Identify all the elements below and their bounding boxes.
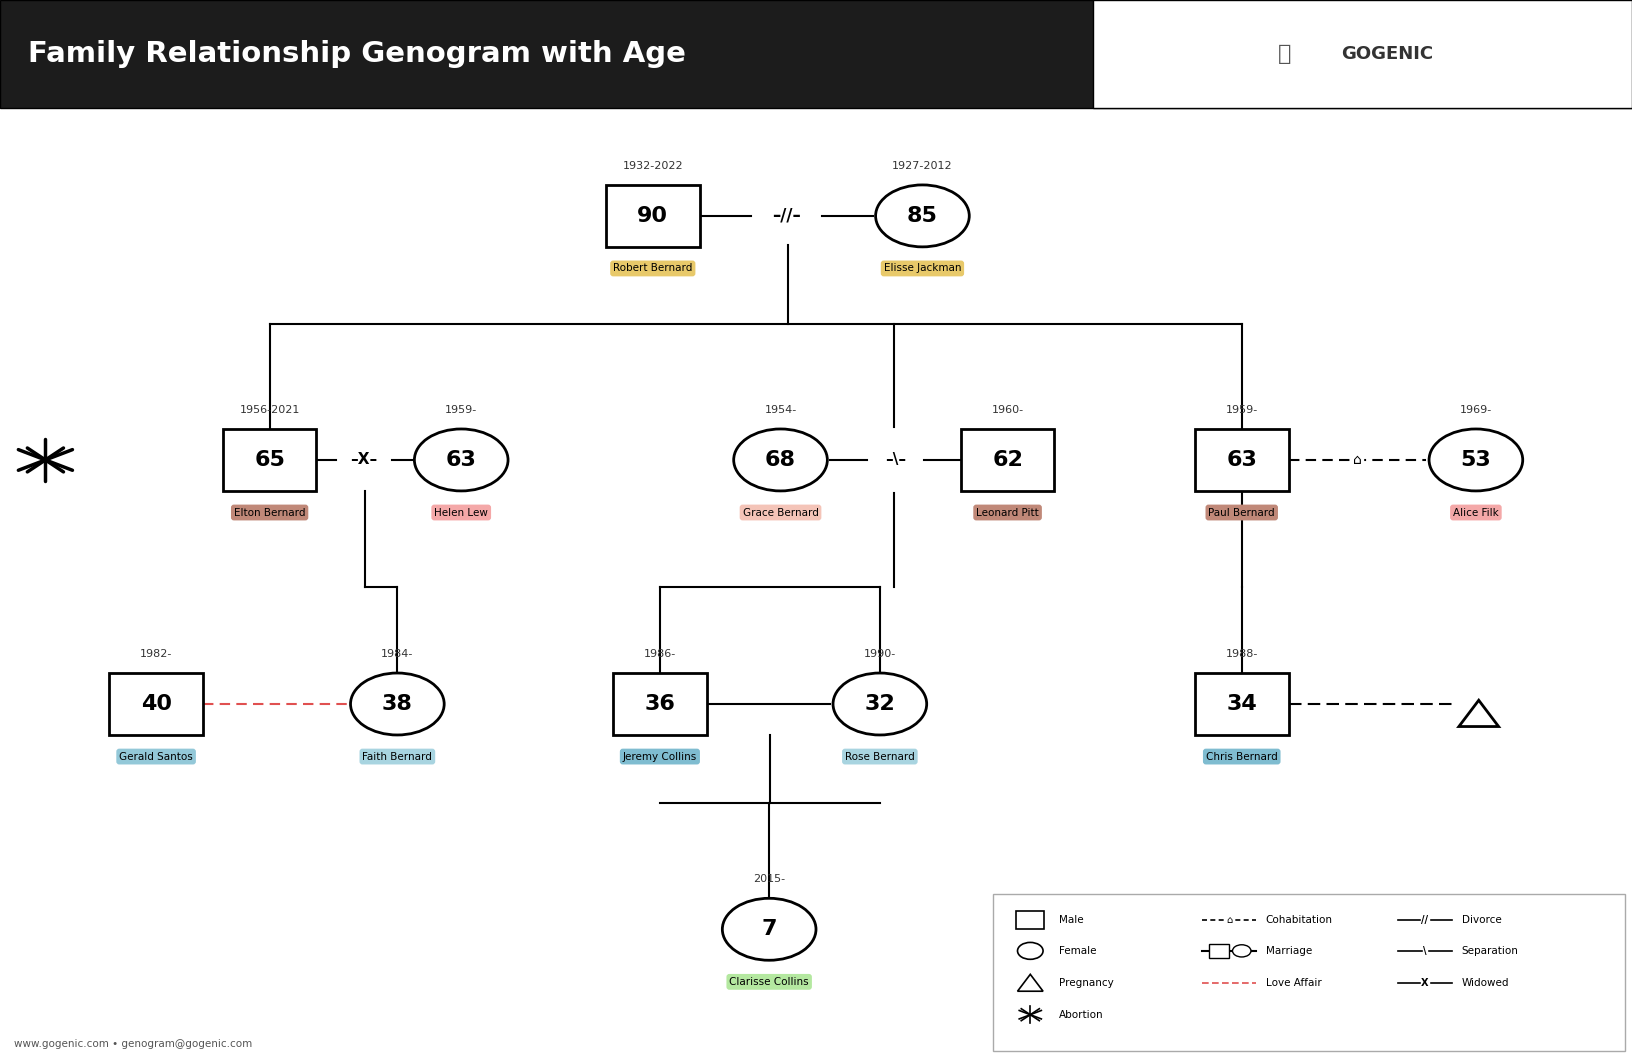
- Text: Abortion: Abortion: [1059, 1010, 1103, 1020]
- Text: Female: Female: [1059, 946, 1097, 956]
- Text: Pregnancy: Pregnancy: [1059, 978, 1113, 987]
- Text: Cohabitation: Cohabitation: [1266, 914, 1333, 925]
- Text: –X–: –X–: [351, 452, 377, 468]
- Circle shape: [734, 429, 827, 491]
- Text: Gerald Santos: Gerald Santos: [119, 752, 193, 761]
- Text: 32: 32: [865, 694, 896, 714]
- FancyBboxPatch shape: [1195, 673, 1289, 735]
- Text: 7: 7: [762, 920, 777, 939]
- Text: 34: 34: [1226, 694, 1257, 714]
- Text: 1954-: 1954-: [764, 404, 796, 415]
- Text: 1956-2021: 1956-2021: [240, 404, 300, 415]
- Text: Separation: Separation: [1462, 946, 1519, 956]
- FancyBboxPatch shape: [109, 673, 202, 735]
- Text: Elisse Jackman: Elisse Jackman: [883, 263, 961, 274]
- Text: Alice Filk: Alice Filk: [1452, 508, 1498, 517]
- Text: 1982-: 1982-: [140, 649, 173, 659]
- Text: 85: 85: [907, 206, 938, 226]
- FancyBboxPatch shape: [1093, 0, 1632, 108]
- Text: 1932-2022: 1932-2022: [622, 161, 684, 171]
- Text: Robert Bernard: Robert Bernard: [614, 263, 692, 274]
- FancyBboxPatch shape: [224, 429, 317, 491]
- Circle shape: [351, 673, 444, 735]
- Text: 62: 62: [992, 450, 1023, 470]
- Text: 1990-: 1990-: [863, 649, 896, 659]
- Text: Male: Male: [1059, 914, 1084, 925]
- Text: Jeremy Collins: Jeremy Collins: [623, 752, 697, 761]
- Text: Leonard Pitt: Leonard Pitt: [976, 508, 1040, 517]
- Text: Marriage: Marriage: [1266, 946, 1312, 956]
- Text: 53: 53: [1461, 450, 1492, 470]
- Text: 68: 68: [765, 450, 796, 470]
- Text: 2015-: 2015-: [752, 874, 785, 884]
- Text: www.gogenic.com • genogram@gogenic.com: www.gogenic.com • genogram@gogenic.com: [15, 1039, 253, 1050]
- Text: 63: 63: [1226, 450, 1257, 470]
- Text: Faith Bernard: Faith Bernard: [362, 752, 432, 761]
- Text: Widowed: Widowed: [1462, 978, 1510, 987]
- Text: 1927-2012: 1927-2012: [893, 161, 953, 171]
- Text: 1988-: 1988-: [1226, 649, 1258, 659]
- FancyBboxPatch shape: [614, 673, 707, 735]
- Text: //: //: [1421, 914, 1428, 925]
- FancyBboxPatch shape: [1195, 429, 1289, 491]
- FancyBboxPatch shape: [0, 0, 1632, 108]
- Text: 1969-: 1969-: [1459, 404, 1492, 415]
- Text: –\–: –\–: [885, 452, 906, 468]
- Circle shape: [1430, 429, 1523, 491]
- Text: Divorce: Divorce: [1462, 914, 1501, 925]
- Text: Paul Bernard: Paul Bernard: [1208, 508, 1275, 517]
- Text: ⌂: ⌂: [1226, 914, 1232, 925]
- Text: 90: 90: [638, 206, 667, 226]
- Text: Elton Bernard: Elton Bernard: [233, 508, 305, 517]
- Text: Rose Bernard: Rose Bernard: [845, 752, 914, 761]
- Text: ⧖: ⧖: [1278, 43, 1291, 63]
- Circle shape: [415, 429, 508, 491]
- FancyBboxPatch shape: [994, 893, 1625, 1052]
- Text: 63: 63: [446, 450, 477, 470]
- Circle shape: [1017, 942, 1043, 959]
- Text: Family Relationship Genogram with Age: Family Relationship Genogram with Age: [28, 39, 687, 68]
- Text: 40: 40: [140, 694, 171, 714]
- FancyBboxPatch shape: [1017, 910, 1044, 929]
- Circle shape: [876, 185, 969, 247]
- Text: 1984-: 1984-: [382, 649, 413, 659]
- FancyBboxPatch shape: [1209, 944, 1229, 958]
- Text: X: X: [1421, 978, 1428, 987]
- Text: 36: 36: [645, 694, 676, 714]
- Text: 1986-: 1986-: [643, 649, 676, 659]
- Text: GOGENIC: GOGENIC: [1342, 44, 1433, 62]
- Circle shape: [723, 899, 816, 960]
- Text: ⌂: ⌂: [1353, 453, 1361, 467]
- Text: \: \: [1423, 946, 1426, 956]
- Text: 1960-: 1960-: [992, 404, 1023, 415]
- Text: 38: 38: [382, 694, 413, 714]
- Text: 1959-: 1959-: [446, 404, 477, 415]
- Circle shape: [1232, 945, 1252, 957]
- FancyBboxPatch shape: [961, 429, 1054, 491]
- Text: 1959-: 1959-: [1226, 404, 1258, 415]
- Text: –//–: –//–: [772, 207, 801, 225]
- Text: Chris Bernard: Chris Bernard: [1206, 752, 1278, 761]
- Text: Clarisse Collins: Clarisse Collins: [730, 977, 809, 987]
- Text: Love Affair: Love Affair: [1266, 978, 1322, 987]
- Circle shape: [832, 673, 927, 735]
- Text: Helen Lew: Helen Lew: [434, 508, 488, 517]
- Text: 65: 65: [255, 450, 286, 470]
- FancyBboxPatch shape: [605, 185, 700, 247]
- Text: Grace Bernard: Grace Bernard: [743, 508, 819, 517]
